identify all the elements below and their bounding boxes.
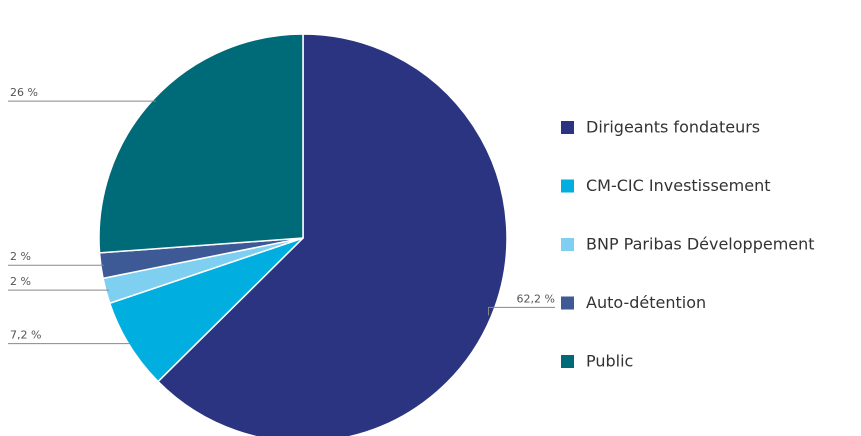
value-label: 7,2 % (10, 329, 41, 342)
legend-label: Auto-détention (586, 293, 706, 312)
pie-slice (98, 33, 304, 254)
pie-slice (157, 33, 508, 436)
value-label: 62,2 % (517, 292, 555, 305)
value-label: 2 % (10, 275, 31, 288)
legend-label: Dirigeants fondateurs (586, 118, 760, 137)
legend-label: Public (586, 352, 633, 371)
value-label: 26 % (10, 86, 38, 99)
legend-swatch (561, 179, 574, 193)
leader-line (488, 306, 555, 316)
legend-swatch (561, 296, 574, 310)
legend-swatch (561, 355, 574, 368)
legend-label: CM-CIC Investissement (586, 176, 770, 195)
value-label: 2 % (10, 250, 31, 263)
legend-label: BNP Paribas Développement (586, 235, 815, 254)
legend-swatch (561, 238, 574, 251)
legend-swatch (561, 121, 574, 134)
